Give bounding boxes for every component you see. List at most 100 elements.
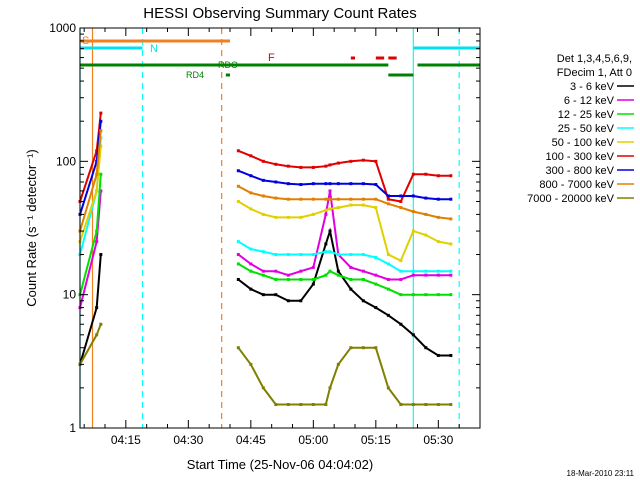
render-timestamp: 18-Mar-2010 23:11 (566, 469, 634, 478)
series-0-point-15 (349, 287, 353, 291)
series-4-point-10 (299, 215, 303, 219)
series-3-point-11 (311, 253, 315, 257)
series-5-point-22 (436, 174, 440, 178)
series-5-point-23 (449, 174, 453, 178)
series-2-point-2 (99, 172, 103, 176)
series-line-0 (79, 227, 451, 365)
series-5-point-13 (328, 163, 332, 167)
series-5-point-9 (286, 164, 290, 168)
flag-label-rd4: RD4 (186, 70, 204, 80)
series-7-point-12 (324, 197, 328, 201)
series-7-point-22 (436, 215, 440, 219)
series-2-point-17 (374, 282, 378, 286)
series-1-point-19 (399, 277, 403, 281)
series-8-point-21 (424, 403, 428, 407)
series-6-point-5 (236, 169, 240, 173)
series-3-point-13 (328, 250, 332, 254)
legend-label-1: 6 - 12 keV (564, 95, 615, 107)
series-8-point-9 (286, 403, 290, 407)
series-2-point-5 (236, 262, 240, 266)
x-tick-label: 05:15 (361, 433, 391, 447)
series-2-point-21 (424, 293, 428, 297)
series-5-point-14 (336, 161, 340, 165)
legend: Det 1,3,4,5,6,9, FDecim 1, Att 0 3 - 6 keV… (527, 53, 634, 205)
series-7-point-18 (386, 202, 390, 206)
series-7-point-9 (286, 197, 290, 201)
series-2-point-1 (95, 229, 99, 233)
legend-label-0: 3 - 6 keV (570, 81, 615, 93)
series-5-point-15 (349, 159, 353, 163)
series-2-point-20 (411, 293, 415, 297)
series-2-point-14 (336, 273, 340, 277)
series-6-point-18 (386, 194, 390, 198)
series-5-point-1 (95, 149, 99, 153)
series-2-point-6 (249, 269, 253, 273)
series-4-point-17 (374, 206, 378, 210)
series-1-point-21 (424, 273, 428, 277)
series-line-8 (79, 323, 451, 406)
series-0-point-23 (449, 353, 453, 357)
series-7-point-7 (261, 194, 265, 198)
series-4-point-14 (336, 206, 340, 210)
series-4-point-2 (99, 144, 103, 148)
series-6-point-17 (374, 183, 378, 187)
series-1-point-15 (349, 265, 353, 269)
series-2-point-22 (436, 293, 440, 297)
series-0-point-1 (95, 306, 99, 310)
series-4-point-6 (249, 207, 253, 211)
series-3-point-6 (249, 247, 253, 251)
series-0-point-14 (336, 269, 340, 273)
series-4-point-1 (95, 189, 99, 193)
series-6-point-1 (95, 159, 99, 163)
series-6-point-23 (449, 197, 453, 201)
series-3-point-5 (236, 240, 240, 244)
y-axis-label: Count Rate (s⁻¹ detector⁻¹) (24, 149, 39, 307)
series-0-point-8 (274, 293, 278, 297)
series-2-point-13 (328, 269, 332, 273)
series-6-point-10 (299, 183, 303, 187)
series-0-point-19 (399, 322, 403, 326)
series-4-point-20 (411, 229, 415, 233)
series-6-point-6 (249, 174, 253, 178)
series-8-point-2 (99, 322, 103, 326)
series-4-point-7 (261, 212, 265, 216)
series-line-1 (79, 190, 451, 308)
series-7-point-10 (299, 197, 303, 201)
series-1-point-23 (449, 273, 453, 277)
x-tick-label: 04:30 (173, 433, 203, 447)
series-4-point-11 (311, 212, 315, 216)
series-7-point-11 (311, 197, 315, 201)
series-2-point-16 (361, 277, 365, 281)
y-axis: 1 10 100 1000 (49, 21, 480, 435)
series-3-point-10 (299, 253, 303, 257)
series-5-point-10 (299, 165, 303, 169)
series-5-point-20 (411, 172, 415, 176)
series-8-point-13 (328, 386, 332, 390)
series-6-point-8 (274, 180, 278, 184)
series-8-point-6 (249, 362, 253, 366)
series-2-point-9 (286, 277, 290, 281)
series-1-point-16 (361, 269, 365, 273)
series-6-point-20 (411, 194, 415, 198)
series-3-point-8 (274, 253, 278, 257)
series-2-point-7 (261, 273, 265, 277)
series-7-point-21 (424, 212, 428, 216)
series-1-point-7 (261, 269, 265, 273)
series-8-point-5 (236, 346, 240, 350)
x-tick-label: 04:15 (111, 433, 141, 447)
series-3-point-19 (399, 269, 403, 273)
series-1-point-20 (411, 273, 415, 277)
series-8-point-11 (311, 403, 315, 407)
series-6-point-21 (424, 196, 428, 200)
series-5-point-19 (399, 199, 403, 203)
legend-header-0: Det 1,3,4,5,6,9, (557, 53, 632, 65)
series-3-point-17 (374, 255, 378, 259)
series-8-point-1 (95, 333, 99, 337)
y-tick-label: 1 (69, 421, 76, 435)
series-2-point-8 (274, 277, 278, 281)
series-lines (78, 111, 453, 407)
series-6-point-19 (399, 194, 403, 198)
series-2-point-11 (311, 277, 315, 281)
series-3-point-21 (424, 269, 428, 273)
series-6-point-7 (261, 178, 265, 182)
